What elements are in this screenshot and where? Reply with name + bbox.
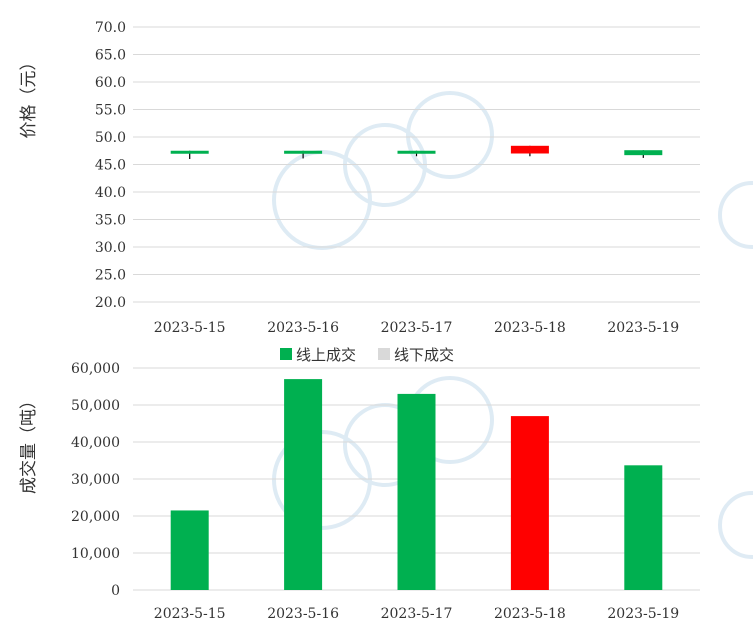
legend: 线上成交 线下成交 bbox=[280, 346, 454, 364]
volume-y-tick: 0 bbox=[111, 583, 120, 599]
volume-bar bbox=[510, 416, 549, 590]
volume-x-tick: 2023-5-17 bbox=[381, 606, 453, 622]
volume-x-tick: 2023-5-16 bbox=[267, 606, 339, 622]
volume-bar bbox=[624, 465, 663, 590]
price-x-tick: 2023-5-18 bbox=[494, 320, 566, 336]
price-x-tick: 2023-5-15 bbox=[154, 320, 226, 336]
volume-bar bbox=[284, 379, 323, 590]
candle-body bbox=[170, 150, 209, 154]
price-y-tick: 60.0 bbox=[95, 75, 126, 91]
price-chart: 价格（元） 70.0 65.0 60.0 55.0 50.0 45.0 40.0 35.0 30… bbox=[19, 20, 700, 336]
volume-x-tick: 2023-5-19 bbox=[607, 606, 679, 622]
volume-y-tick: 50,000 bbox=[71, 398, 120, 414]
volume-y-tick: 60,000 bbox=[71, 361, 120, 377]
volume-bar bbox=[397, 393, 436, 590]
legend-swatch-offline bbox=[378, 348, 390, 360]
price-y-tick: 20.0 bbox=[95, 295, 126, 311]
price-y-tick: 25.0 bbox=[95, 268, 126, 284]
volume-x-tick: 2023-5-15 bbox=[154, 606, 226, 622]
price-x-tick: 2023-5-16 bbox=[267, 320, 339, 336]
price-y-tick: 40.0 bbox=[95, 185, 126, 201]
legend-label-offline: 线下成交 bbox=[394, 346, 454, 364]
price-y-tick: 55.0 bbox=[95, 103, 126, 119]
candle-body bbox=[510, 145, 549, 154]
volume-y-tick: 10,000 bbox=[71, 546, 120, 562]
price-x-tick: 2023-5-17 bbox=[381, 320, 453, 336]
volume-x-tick: 2023-5-18 bbox=[494, 606, 566, 622]
volume-chart: 成交量（吨） 线上成交 线下成交 60,000 50,000 40,000 30,00… bbox=[19, 346, 700, 622]
price-y-tick: 30.0 bbox=[95, 240, 126, 256]
price-y-tick: 65.0 bbox=[95, 48, 126, 64]
candle-body bbox=[624, 150, 663, 156]
volume-y-tick: 20,000 bbox=[71, 509, 120, 525]
volume-y-tick: 40,000 bbox=[71, 435, 120, 451]
price-y-tick: 70.0 bbox=[95, 20, 126, 36]
price-y-tick: 50.0 bbox=[95, 130, 126, 146]
legend-swatch-online bbox=[280, 348, 292, 360]
volume-y-tick: 30,000 bbox=[71, 472, 120, 488]
candle-body bbox=[397, 150, 436, 154]
legend-label-online: 线上成交 bbox=[296, 346, 356, 364]
price-y-tick: 45.0 bbox=[95, 158, 126, 174]
price-x-tick: 2023-5-19 bbox=[607, 320, 679, 336]
price-y-tick: 35.0 bbox=[95, 213, 126, 229]
volume-y-axis-label: 成交量（吨） bbox=[19, 392, 39, 494]
candle-body bbox=[284, 150, 323, 154]
volume-bar bbox=[170, 510, 209, 590]
price-y-axis-label: 价格（元） bbox=[19, 54, 39, 139]
